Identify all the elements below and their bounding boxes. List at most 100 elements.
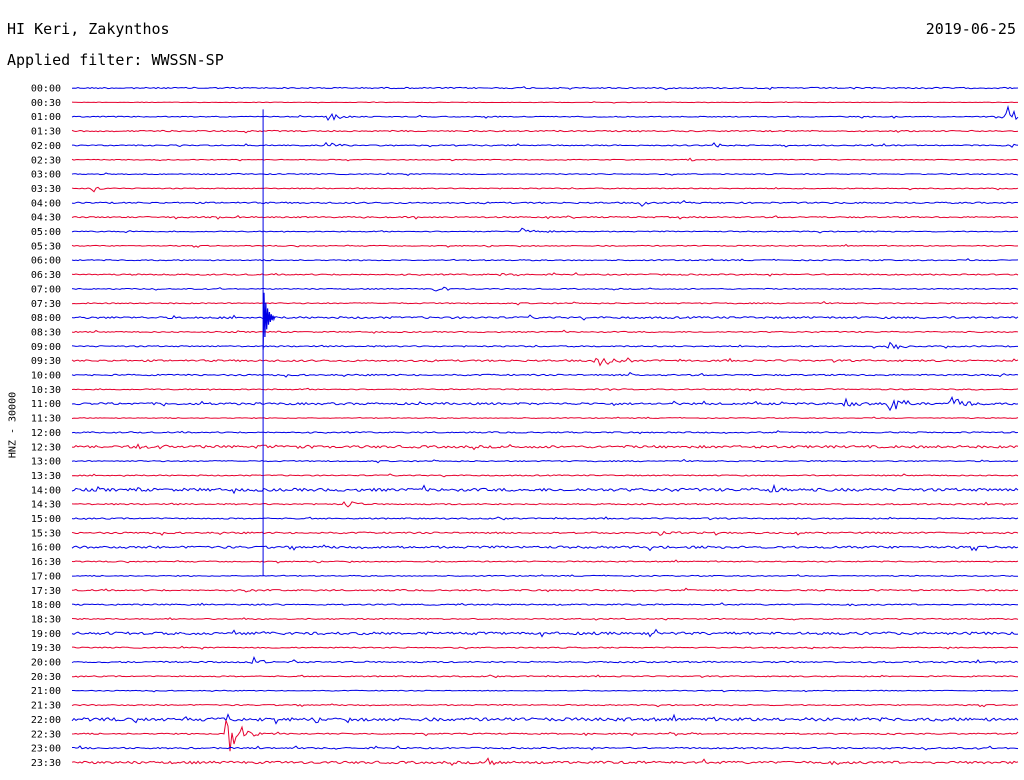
tick-label: 14:30 xyxy=(31,500,61,511)
tick-label: 04:30 xyxy=(31,213,61,224)
trace-line xyxy=(71,473,1019,478)
trace-line xyxy=(71,300,1019,306)
tick-label: 03:00 xyxy=(31,170,61,181)
tick-label: 11:00 xyxy=(31,399,61,410)
trace-line xyxy=(71,286,1019,292)
tick-label: 09:30 xyxy=(31,356,61,367)
trace-line xyxy=(71,628,1019,638)
tick-label: 18:00 xyxy=(31,600,61,611)
trace-line xyxy=(71,215,1019,220)
trace-line xyxy=(71,371,1019,378)
tick-label: 22:00 xyxy=(31,715,61,726)
trace-line xyxy=(71,587,1019,593)
tick-label: 23:00 xyxy=(31,744,61,755)
trace-line xyxy=(71,574,1019,577)
filter-label: Applied filter: WWSSN-SP xyxy=(7,51,224,69)
tick-label: 16:00 xyxy=(31,543,61,554)
tick-labels-layer: 00:00 00:30 01:00 01:30 02:00 02:30 03:00 03:30… xyxy=(31,84,61,769)
trace-line xyxy=(71,674,1019,679)
trace-line xyxy=(71,86,1019,91)
trace-line xyxy=(71,101,1019,104)
tick-label: 01:00 xyxy=(31,112,61,123)
tick-label: 12:30 xyxy=(31,442,61,453)
tick-label: 20:00 xyxy=(31,658,61,669)
trace-line xyxy=(71,243,1019,248)
tick-label: 05:30 xyxy=(31,241,61,252)
trace-line xyxy=(71,227,1019,234)
trace-line xyxy=(71,387,1019,392)
tick-label: 04:00 xyxy=(31,198,61,209)
trace-line xyxy=(71,720,1019,752)
trace-line xyxy=(71,443,1019,451)
tick-label: 10:00 xyxy=(31,371,61,382)
tick-label: 11:30 xyxy=(31,414,61,425)
tick-label: 08:30 xyxy=(31,327,61,338)
tick-label: 02:00 xyxy=(31,141,61,152)
tick-label: 00:00 xyxy=(31,84,61,95)
trace-line xyxy=(71,757,1019,766)
tick-label: 14:00 xyxy=(31,485,61,496)
tick-label: 01:30 xyxy=(31,127,61,138)
trace-line xyxy=(71,713,1019,725)
tick-label: 20:30 xyxy=(31,672,61,683)
trace-line xyxy=(71,141,1019,148)
trace-line xyxy=(71,329,1019,334)
tick-label: 19:30 xyxy=(31,643,61,654)
tick-label: 05:00 xyxy=(31,227,61,238)
trace-line xyxy=(71,530,1019,537)
trace-line xyxy=(71,186,1019,193)
record-date: 2019-06-25 xyxy=(925,20,1016,38)
trace-line xyxy=(71,430,1019,435)
trace-line xyxy=(71,272,1019,277)
trace-line xyxy=(71,357,1019,367)
tick-label: 17:00 xyxy=(31,571,61,582)
trace-line xyxy=(71,458,1019,464)
tick-label: 13:30 xyxy=(31,471,61,482)
trace-line xyxy=(71,703,1019,708)
trace-line xyxy=(71,617,1019,621)
trace-line xyxy=(71,157,1019,162)
trace-line xyxy=(71,416,1019,419)
trace-line xyxy=(71,129,1019,134)
trace-line xyxy=(71,341,1019,350)
trace-line xyxy=(71,656,1019,664)
trace-line xyxy=(71,258,1019,262)
trace-line xyxy=(71,172,1019,176)
tick-label: 21:00 xyxy=(31,686,61,697)
trace-line xyxy=(71,314,1019,321)
tick-label: 12:00 xyxy=(31,428,61,439)
tick-label: 16:30 xyxy=(31,557,61,568)
tick-label: 00:30 xyxy=(31,98,61,109)
trace-line xyxy=(71,544,1019,552)
trace-line xyxy=(71,395,1019,412)
trace-line xyxy=(71,559,1019,564)
tick-label: 06:30 xyxy=(31,270,61,281)
tick-label: 06:00 xyxy=(31,256,61,267)
tick-label: 19:00 xyxy=(31,629,61,640)
tick-label: 15:00 xyxy=(31,514,61,525)
traces-layer xyxy=(71,86,1019,766)
trace-line xyxy=(71,501,1019,508)
trace-line xyxy=(71,200,1019,207)
trace-line xyxy=(71,483,1019,495)
tick-label: 22:30 xyxy=(31,729,61,740)
tick-label: 18:30 xyxy=(31,614,61,625)
tick-label: 02:30 xyxy=(31,155,61,166)
trace-line xyxy=(71,105,1019,122)
tick-label: 23:30 xyxy=(31,758,61,769)
tick-label: 10:30 xyxy=(31,385,61,396)
tick-label: 07:00 xyxy=(31,284,61,295)
tick-label: 17:30 xyxy=(31,586,61,597)
trace-line xyxy=(71,645,1019,650)
station-title: HI Keri, Zakynthos xyxy=(7,20,170,38)
trace-line xyxy=(71,745,1019,751)
event-spike-burst xyxy=(262,292,276,350)
tick-label: 21:30 xyxy=(31,701,61,712)
trace-line xyxy=(71,689,1019,693)
trace-line xyxy=(71,516,1019,521)
trace-line xyxy=(71,602,1018,607)
tick-label: 03:30 xyxy=(31,184,61,195)
tick-label: 07:30 xyxy=(31,299,61,310)
tick-label: 08:00 xyxy=(31,313,61,324)
